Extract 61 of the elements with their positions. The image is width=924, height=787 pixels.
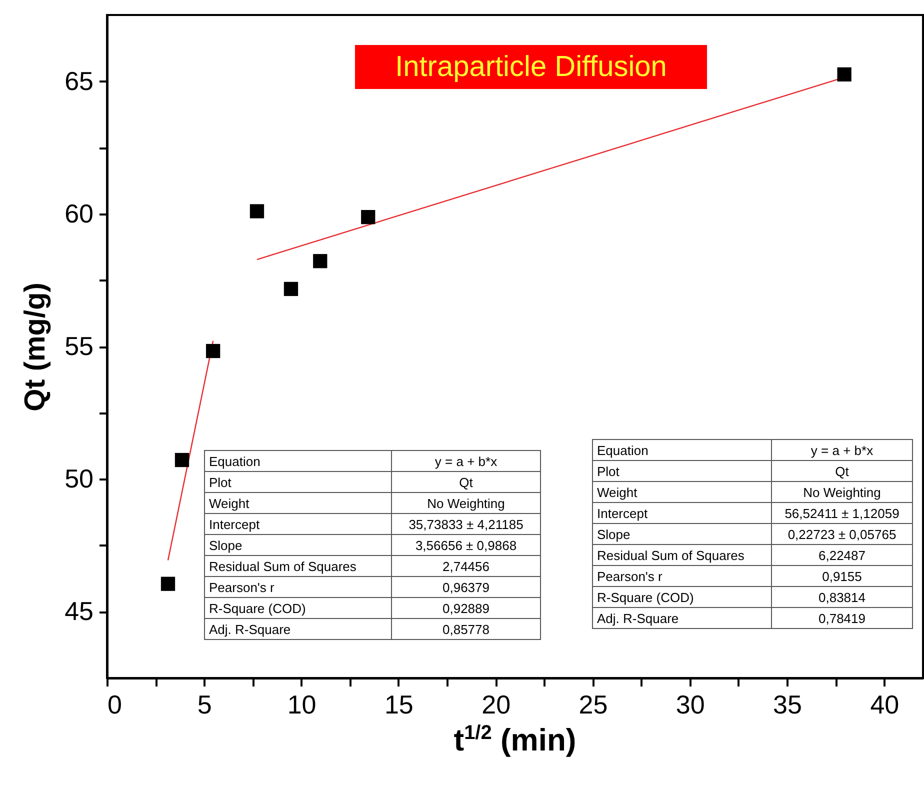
point <box>206 344 220 358</box>
annotation: 3,56656 ± 0,9868 <box>392 534 540 556</box>
y-tick-label: 50 <box>64 464 94 494</box>
annotation: 0,22723 ± 0,05765 <box>772 524 912 544</box>
annotation: 6,22487 <box>772 544 912 566</box>
annotation: 35,73833 ± 4,21185 <box>392 514 540 534</box>
y-tick-label: 55 <box>64 331 94 361</box>
x-tick-label: 15 <box>384 690 414 720</box>
annotation: R-Square (COD) <box>592 586 772 608</box>
annotation: 0,96379 <box>392 576 540 598</box>
x-tick-label: 5 <box>197 690 212 720</box>
annotation: Slope <box>592 524 772 544</box>
x-tick-label: 10 <box>287 690 316 720</box>
annotation: Qt <box>392 472 540 492</box>
annotation: Residual Sum of Squares <box>204 556 392 576</box>
annotation: 0,83814 <box>772 586 912 608</box>
annotation: 0,78419 <box>772 608 912 628</box>
annotation: Pearson's r <box>592 566 772 586</box>
annotation: 0,9155 <box>772 566 912 586</box>
annotation: Plot <box>204 472 392 492</box>
x-tick-label: 0 <box>108 690 122 720</box>
annotation: Intercept <box>592 502 772 524</box>
x-tick-label: 20 <box>482 690 511 720</box>
y-tick-label: 45 <box>64 596 94 626</box>
annotation: 2,74456 <box>392 556 540 576</box>
point <box>313 254 328 268</box>
annotation: 0,85778 <box>392 618 540 640</box>
point <box>250 204 264 218</box>
point <box>284 282 298 296</box>
y-tick-label: 65 <box>64 66 94 96</box>
annotation: R-Square (COD) <box>204 598 392 618</box>
annotation: 0,92889 <box>392 598 540 618</box>
y-axis-title: Qt (mg/g) <box>20 282 52 412</box>
annotation: Adj. R-Square <box>204 618 392 640</box>
point <box>361 210 376 224</box>
annotation: Equation <box>592 440 772 460</box>
point <box>160 576 176 591</box>
annotation: Residual Sum of Squares <box>592 544 772 566</box>
point <box>837 67 852 82</box>
annotation: Weight <box>592 482 772 502</box>
annotation: No Weighting <box>772 482 912 502</box>
annotation: Pearson's r <box>204 576 392 598</box>
x-tick-label: 25 <box>578 690 608 720</box>
x-axis-title: t$^{1/2}$ (min) <box>452 722 578 758</box>
y-tick-label: 60 <box>64 198 94 228</box>
annotation: Slope <box>204 534 392 556</box>
annotation: No Weighting <box>392 492 540 514</box>
annotation: Intercept <box>204 514 392 534</box>
x-tick-label: 30 <box>676 690 705 720</box>
annotation: Weight <box>204 492 392 514</box>
annotation: Plot <box>592 460 772 482</box>
annotation: 56,52411 ± 1,12059 <box>772 502 912 524</box>
text: Intraparticle Diffusion <box>355 45 707 89</box>
x-tick-label: 35 <box>773 690 802 720</box>
x-tick-label: 40 <box>870 690 900 720</box>
annotation: y = a + b*x <box>392 450 540 472</box>
point <box>174 452 190 468</box>
annotation: y = a + b*x <box>772 440 912 460</box>
annotation: Adj. R-Square <box>592 608 772 628</box>
annotation: Equation <box>204 450 392 472</box>
annotation: Qt <box>772 460 912 482</box>
